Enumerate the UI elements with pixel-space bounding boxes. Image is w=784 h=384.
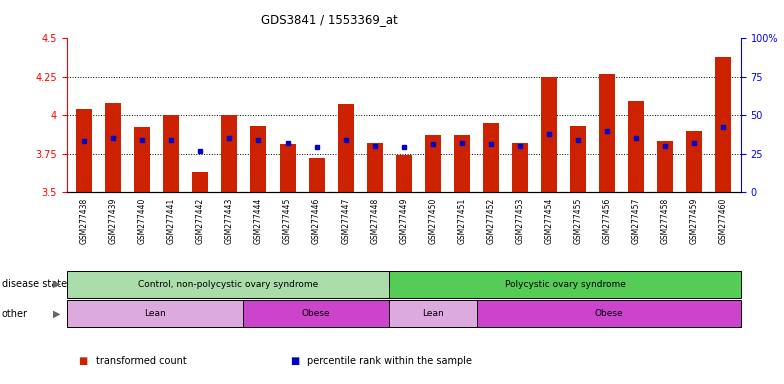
Bar [389, 271, 741, 298]
Text: Obese: Obese [594, 309, 623, 318]
Text: GSM277452: GSM277452 [486, 197, 495, 244]
Bar [367, 143, 383, 192]
Text: GSM277458: GSM277458 [661, 197, 670, 244]
Text: GSM277439: GSM277439 [109, 197, 118, 244]
Bar [76, 109, 92, 192]
Text: GSM277442: GSM277442 [196, 197, 205, 244]
Text: other: other [2, 309, 27, 319]
Bar [309, 158, 325, 192]
Text: ▶: ▶ [53, 309, 60, 319]
Text: GSM277455: GSM277455 [574, 197, 583, 244]
Bar [192, 172, 209, 192]
Text: disease state: disease state [2, 279, 67, 289]
Bar [67, 271, 389, 298]
Text: GSM277460: GSM277460 [719, 197, 728, 244]
Text: Obese: Obese [302, 309, 330, 318]
Bar [628, 101, 644, 192]
Bar [599, 74, 615, 192]
Bar [657, 141, 673, 192]
Text: percentile rank within the sample: percentile rank within the sample [307, 356, 472, 366]
Text: Control, non-polycystic ovary syndrome: Control, non-polycystic ovary syndrome [138, 280, 318, 289]
Bar [483, 123, 499, 192]
Bar [250, 126, 267, 192]
Bar [338, 104, 354, 192]
Text: GSM277444: GSM277444 [254, 197, 263, 244]
Text: GSM277440: GSM277440 [138, 197, 147, 244]
Text: GSM277441: GSM277441 [167, 197, 176, 244]
Text: GSM277448: GSM277448 [370, 197, 379, 244]
Text: Polycystic ovary syndrome: Polycystic ovary syndrome [505, 280, 626, 289]
Bar [67, 300, 242, 327]
Bar [134, 127, 151, 192]
Bar [242, 300, 389, 327]
Text: GSM277449: GSM277449 [399, 197, 408, 244]
Text: Lean: Lean [143, 309, 165, 318]
Text: GSM277438: GSM277438 [80, 197, 89, 244]
Text: GSM277447: GSM277447 [341, 197, 350, 244]
Text: Lean: Lean [423, 309, 444, 318]
Text: GSM277443: GSM277443 [225, 197, 234, 244]
Bar [221, 115, 238, 192]
Bar [512, 143, 528, 192]
Text: GSM277445: GSM277445 [283, 197, 292, 244]
Bar [686, 131, 702, 192]
Text: ▶: ▶ [53, 279, 60, 289]
Bar [570, 126, 586, 192]
Text: ■: ■ [78, 356, 88, 366]
Text: ■: ■ [290, 356, 299, 366]
Text: GSM277453: GSM277453 [516, 197, 524, 244]
Text: GSM277454: GSM277454 [545, 197, 554, 244]
Text: GSM277457: GSM277457 [632, 197, 641, 244]
Bar [716, 57, 731, 192]
Bar [389, 300, 477, 327]
Bar [425, 135, 441, 192]
Text: GSM277451: GSM277451 [457, 197, 466, 244]
Bar [396, 155, 412, 192]
Text: GDS3841 / 1553369_at: GDS3841 / 1553369_at [261, 13, 397, 26]
Bar [541, 77, 557, 192]
Text: transformed count: transformed count [96, 356, 187, 366]
Text: GSM277450: GSM277450 [428, 197, 437, 244]
Bar [477, 300, 741, 327]
Text: GSM277459: GSM277459 [690, 197, 699, 244]
Text: GSM277446: GSM277446 [312, 197, 321, 244]
Bar [105, 103, 122, 192]
Bar [163, 115, 180, 192]
Bar [280, 144, 296, 192]
Bar [454, 135, 470, 192]
Text: GSM277456: GSM277456 [603, 197, 612, 244]
